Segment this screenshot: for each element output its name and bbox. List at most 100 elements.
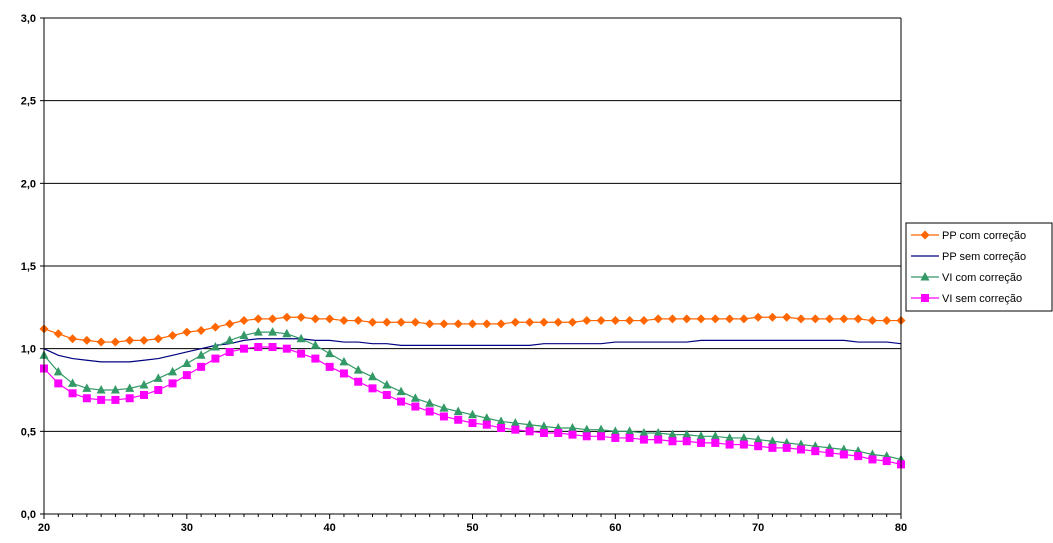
data-point (625, 433, 634, 442)
data-point (653, 427, 663, 437)
data-point (353, 316, 363, 326)
data-point (854, 452, 863, 461)
data-point (225, 319, 235, 329)
data-point (82, 383, 92, 392)
y-tick-label: 3,0 (21, 13, 36, 25)
data-point (525, 427, 534, 436)
legend-box (905, 222, 1053, 312)
data-point (82, 394, 91, 403)
data-point (882, 457, 891, 466)
data-point (253, 314, 263, 324)
data-point (110, 385, 120, 394)
y-tick-labels: 0,0 0,5 1,0 1,5 2,0 2,5 3,0 (21, 13, 36, 521)
data-point (639, 316, 649, 326)
data-point (410, 317, 420, 327)
data-point (767, 436, 777, 445)
data-point (125, 335, 135, 345)
data-point (182, 327, 192, 337)
data-point (396, 386, 406, 396)
data-point (496, 319, 506, 329)
data-point (310, 314, 320, 324)
data-point (239, 330, 249, 339)
data-point (210, 342, 220, 351)
data-point (368, 371, 378, 381)
data-point (168, 379, 177, 388)
data-point (254, 343, 263, 352)
data-point (682, 429, 692, 439)
data-point (410, 393, 420, 402)
data-point (153, 373, 163, 382)
y-tick-label: 1,0 (21, 344, 36, 356)
data-point (368, 317, 378, 327)
data-point (197, 362, 206, 371)
data-point (425, 407, 434, 416)
data-point (339, 356, 349, 366)
x-tick-label: 50 (466, 522, 478, 534)
data-point (710, 314, 720, 324)
data-point (125, 394, 134, 403)
data-point (497, 424, 506, 433)
data-point (339, 369, 348, 378)
legend-marker (920, 230, 930, 240)
data-point (268, 327, 278, 336)
x-tick-labels: 20 30 40 50 60 70 80 (38, 522, 907, 534)
data-point (297, 349, 306, 358)
x-tick-label: 30 (181, 522, 193, 534)
data-point (667, 314, 677, 324)
legend-item: VI com correção (911, 272, 1022, 284)
y-tick-label: 0,5 (21, 426, 36, 438)
data-point (68, 334, 78, 344)
data-point (239, 316, 249, 326)
data-point (668, 437, 677, 446)
data-point (782, 312, 792, 322)
data-point (725, 440, 734, 449)
data-point (482, 420, 491, 429)
data-point (525, 419, 535, 429)
data-point (353, 365, 363, 374)
series-pp-com-corre-o (39, 312, 906, 347)
data-point (282, 312, 292, 322)
data-point (711, 438, 720, 447)
data-point (54, 379, 63, 388)
data-point (439, 412, 448, 421)
data-point (639, 427, 649, 437)
data-point (667, 429, 677, 439)
data-point (68, 378, 78, 387)
data-point (567, 317, 577, 327)
data-point (682, 437, 691, 446)
data-point (639, 435, 648, 444)
data-point (739, 314, 749, 324)
data-point (539, 421, 549, 430)
data-point (811, 447, 820, 456)
data-point (525, 317, 535, 327)
data-point (282, 344, 291, 353)
legend-item: PP com correção (911, 230, 1026, 242)
data-point (782, 443, 791, 452)
data-point (539, 317, 549, 327)
data-point (697, 438, 706, 447)
data-point (311, 354, 320, 363)
x-tick-label: 20 (38, 522, 50, 534)
x-tick-label: 40 (324, 522, 336, 534)
data-point (653, 314, 663, 324)
data-point (797, 445, 806, 454)
data-point (810, 314, 820, 324)
data-point (567, 423, 577, 432)
data-point (597, 432, 606, 441)
data-point (754, 442, 763, 451)
data-point (468, 319, 477, 329)
legend: PP com correção PP sem correção VI com cor… (905, 222, 1053, 312)
data-point (310, 340, 320, 349)
data-point (654, 435, 663, 444)
data-point (325, 348, 335, 358)
data-point (396, 317, 406, 327)
data-point (239, 344, 248, 353)
legend-label: VI com correção (942, 272, 1022, 284)
legend-label: PP sem correção (942, 251, 1026, 263)
data-point (839, 314, 849, 324)
data-point (796, 314, 806, 324)
legend-item: PP sem correção (911, 251, 1026, 263)
data-point (68, 389, 77, 398)
data-point (382, 317, 392, 327)
